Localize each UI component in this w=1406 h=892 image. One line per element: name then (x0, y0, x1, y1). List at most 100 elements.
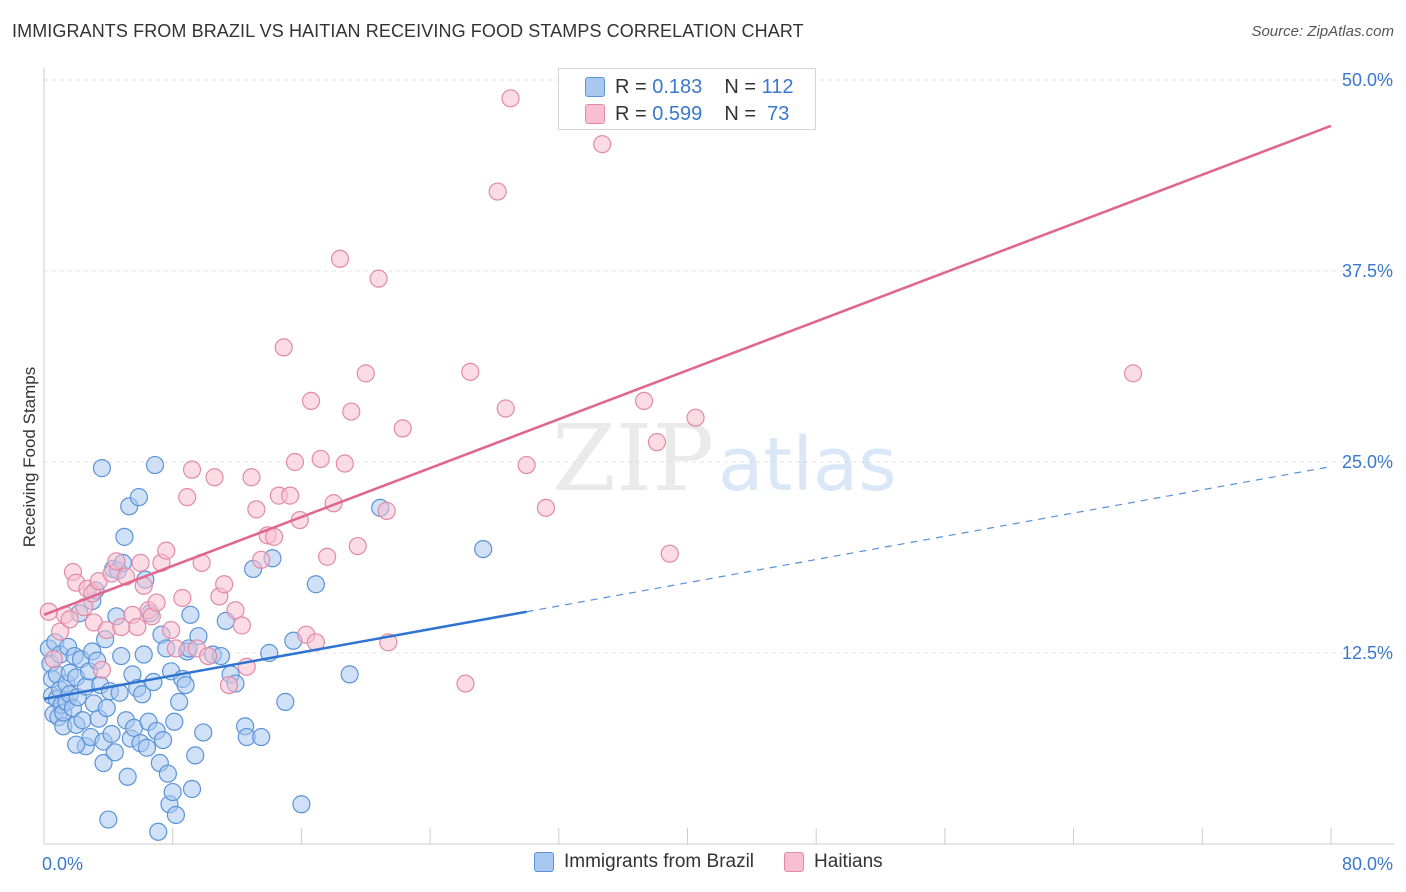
brazil-point (194, 723, 213, 742)
trend-line-brazil (43, 610, 527, 701)
haiti-point (356, 364, 375, 383)
legend-swatch-brazil (534, 852, 554, 872)
haiti-point (488, 182, 507, 201)
haiti-point (517, 455, 536, 475)
haiti-point (461, 362, 480, 381)
haiti-point (147, 593, 166, 612)
haiti-point (348, 536, 367, 556)
haiti-point (342, 402, 361, 421)
legend-label-haiti: Haitians (814, 851, 883, 872)
brazil-point (144, 672, 163, 692)
stats-legend: R = 0.183 N = 112 R = 0.599 N = 73 (558, 68, 816, 130)
brazil-point (292, 795, 311, 814)
legend-swatch-brazil (585, 77, 605, 97)
watermark-atlas: atlas (718, 422, 897, 508)
haiti-point (634, 391, 654, 410)
y-tick-label: 37.5% (1342, 261, 1393, 281)
legend-swatch-haiti (784, 852, 805, 872)
brazil-point (186, 746, 205, 765)
haiti-point (393, 419, 412, 438)
brazil-point (166, 805, 186, 825)
haiti-point (92, 660, 112, 679)
haiti-point (215, 575, 234, 594)
series-legend: Immigrants from Brazil Haitians (534, 851, 913, 873)
haiti-point (686, 408, 705, 427)
brazil-point (340, 665, 359, 684)
haiti-point (274, 338, 293, 357)
legend-n-value: 73 (767, 102, 790, 125)
y-tick-label: 12.5% (1342, 643, 1393, 663)
haiti-point (131, 553, 150, 572)
brazil-point (129, 488, 149, 507)
legend-r-value: 0.183 (652, 75, 703, 98)
haiti-point (660, 544, 679, 563)
brazil-point (137, 738, 157, 757)
haiti-point (377, 501, 396, 520)
legend-label-brazil: Immigrants from Brazil (564, 851, 755, 872)
legend-r-value: 0.599 (652, 102, 703, 125)
haiti-point (226, 601, 245, 620)
y-tick-label: 50.0% (1342, 70, 1393, 90)
brazil-point (165, 712, 184, 731)
legend-row-haiti: R = 0.599 N = 73 (585, 101, 789, 127)
haiti-point (318, 547, 337, 566)
haiti-point (311, 449, 330, 469)
haiti-point (647, 433, 667, 452)
watermark-zip: ZIP (552, 405, 714, 512)
haiti-point (301, 391, 321, 410)
brazil-point (306, 575, 325, 594)
legend-n-label: N = (724, 102, 756, 125)
y-axis-label: Receiving Food Stamps (20, 367, 39, 547)
haiti-point (281, 486, 300, 505)
brazil-point (153, 730, 173, 750)
legend-swatch-haiti (585, 104, 605, 124)
legend-item-brazil: Immigrants from Brazil (534, 851, 754, 873)
brazil-point (170, 692, 189, 711)
brazil-point (133, 685, 152, 704)
brazil-point (474, 539, 493, 559)
trend-line-haiti (43, 124, 1332, 616)
brazil-point (181, 605, 200, 624)
series-brazil-points (39, 455, 493, 841)
haiti-point (198, 646, 218, 666)
legend-item-haiti: Haitians (784, 851, 883, 873)
brazil-point (115, 527, 134, 546)
brazil-point (73, 711, 92, 730)
haiti-point (252, 550, 271, 569)
haiti-point (496, 399, 515, 418)
brazil-point (105, 743, 124, 762)
y-tick-label: 25.0% (1342, 452, 1393, 472)
haiti-point (536, 498, 556, 517)
haiti-point (161, 620, 181, 640)
brazil-point (92, 459, 112, 478)
brazil-point (118, 767, 137, 786)
brazil-point (67, 735, 86, 754)
haiti-point (242, 468, 261, 487)
haiti-point (501, 89, 520, 108)
legend-r-label: R = (615, 75, 647, 98)
trend-line-brazil-extension (526, 465, 1332, 613)
haiti-point (60, 610, 79, 629)
haiti-point (205, 468, 224, 487)
haiti-point (173, 588, 192, 608)
haiti-point (44, 650, 63, 669)
tick-labels: 12.5% 25.0% 37.5% 50.0% 0.0% 80.0% (42, 70, 1393, 874)
brazil-point (252, 727, 271, 747)
brazil-point (102, 724, 121, 744)
haiti-point (128, 617, 147, 637)
haiti-point (1124, 364, 1143, 383)
chart-title: IMMIGRANTS FROM BRAZIL VS HAITIAN RECEIV… (12, 21, 804, 41)
haiti-point (330, 249, 350, 268)
haiti-point (166, 639, 186, 658)
haiti-point (335, 454, 354, 473)
haiti-point (178, 488, 197, 507)
source-credit: Source: ZipAtlas.com (1251, 23, 1394, 40)
legend-n-label: N = (724, 75, 756, 98)
brazil-point (145, 455, 165, 475)
x-tick-label: 0.0% (42, 854, 83, 874)
trend-lines (43, 124, 1332, 701)
brazil-point (158, 764, 177, 783)
haiti-point (247, 500, 266, 519)
legend-r-label: R = (615, 102, 647, 125)
